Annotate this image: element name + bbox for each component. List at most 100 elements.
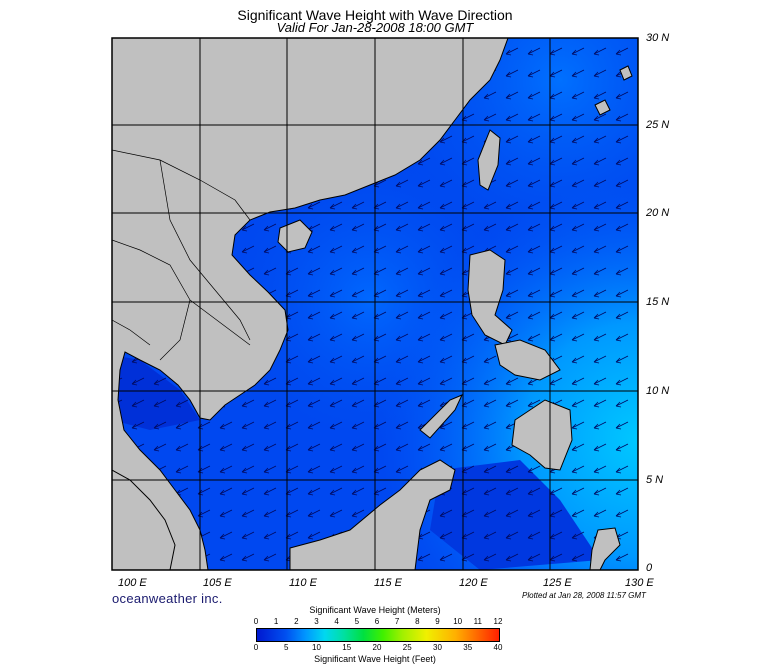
- legend-meter-tick: 11: [473, 617, 482, 626]
- legend-meter-tick: 4: [334, 617, 339, 626]
- wave-arrow: [351, 311, 365, 320]
- wave-arrow: [549, 91, 563, 100]
- wave-arrow: [527, 135, 541, 144]
- wave-arrow: [571, 47, 585, 56]
- wave-arrow: [417, 179, 431, 188]
- wave-arrow: [329, 355, 343, 364]
- wave-arrow: [395, 311, 409, 320]
- wave-arrow: [549, 47, 563, 56]
- wave-arrow: [505, 91, 519, 100]
- wave-arrow: [527, 201, 541, 210]
- wave-arrow: [307, 333, 321, 342]
- wave-arrow: [549, 289, 563, 298]
- wave-arrow: [307, 399, 321, 408]
- wave-arrow: [505, 487, 519, 496]
- wave-arrow: [593, 245, 607, 254]
- wave-arrow: [329, 465, 343, 474]
- wave-arrow: [439, 289, 453, 298]
- wave-arrow: [263, 377, 277, 386]
- wave-arrow: [615, 355, 629, 364]
- wave-arrow: [395, 355, 409, 364]
- lon-label-125e: 125 E: [543, 577, 572, 589]
- wave-arrow: [483, 223, 497, 232]
- taiwan-island: [477, 129, 501, 191]
- plotted-timestamp: Plotted at Jan 28, 2008 11:57 GMT: [522, 591, 646, 600]
- wave-arrow: [527, 69, 541, 78]
- wave-arrow: [571, 311, 585, 320]
- lon-label-130e: 130 E: [625, 577, 654, 589]
- wave-arrow: [571, 267, 585, 276]
- wave-arrow: [615, 179, 629, 188]
- lat-label-10n: 10 N: [646, 385, 670, 397]
- wave-arrow: [615, 443, 629, 452]
- oceanweather-logo: oceanweather inc.: [112, 591, 223, 606]
- wave-arrow: [417, 223, 431, 232]
- wave-arrow: [527, 267, 541, 276]
- wave-arrow: [351, 223, 365, 232]
- wave-arrow: [483, 553, 497, 562]
- wave-arrow: [505, 245, 519, 254]
- wave-arrow: [307, 355, 321, 364]
- malay-peninsula: [112, 469, 176, 570]
- wave-arrow: [505, 135, 519, 144]
- legend-meter-tick: 0: [253, 617, 259, 626]
- wave-arrow: [615, 465, 629, 474]
- wave-arrow: [241, 399, 255, 408]
- wave-arrow: [395, 333, 409, 342]
- wave-arrow: [505, 223, 519, 232]
- wave-arrow: [417, 267, 431, 276]
- wave-arrow: [527, 487, 541, 496]
- wave-arrow: [153, 421, 167, 430]
- wave-arrow: [615, 157, 629, 166]
- palawan-island: [419, 394, 463, 439]
- wave-arrow: [307, 289, 321, 298]
- wave-arrow: [571, 553, 585, 562]
- wave-arrow: [527, 223, 541, 232]
- wave-arrow: [263, 465, 277, 474]
- wave-arrow: [439, 157, 453, 166]
- wave-arrow: [571, 333, 585, 342]
- wave-arrow: [571, 157, 585, 166]
- wave-arrow: [593, 201, 607, 210]
- wave-arrow: [395, 223, 409, 232]
- wave-arrow: [439, 553, 453, 562]
- wave-arrow: [439, 311, 453, 320]
- wave-arrow: [219, 531, 233, 540]
- okinawa-island: [619, 65, 633, 81]
- wave-arrow: [615, 333, 629, 342]
- wave-arrow: [329, 399, 343, 408]
- wave-arrow: [263, 509, 277, 518]
- wave-arrow: [505, 157, 519, 166]
- land-masses: [112, 38, 633, 570]
- wave-arrow: [527, 91, 541, 100]
- wave-arrow: [351, 509, 365, 518]
- wave-arrow: [395, 443, 409, 452]
- wave-arrow: [175, 421, 189, 430]
- legend-title-feet: Significant Wave Height (Feet): [314, 654, 436, 664]
- wave-arrow: [505, 377, 519, 386]
- wave-arrow: [527, 179, 541, 188]
- wave-arrow: [241, 509, 255, 518]
- legend-feet-tick: 15: [342, 643, 352, 652]
- wave-arrow: [593, 509, 607, 518]
- wave-arrow: [329, 443, 343, 452]
- wave-arrow: [593, 47, 607, 56]
- lat-label-25n: 25 N: [646, 119, 670, 131]
- wave-arrow: [571, 201, 585, 210]
- wave-arrow: [241, 465, 255, 474]
- wave-arrow: [351, 267, 365, 276]
- wave-arrow: [593, 355, 607, 364]
- wave-arrow: [241, 223, 255, 232]
- wave-arrow: [131, 421, 145, 430]
- wave-arrow: [439, 245, 453, 254]
- wave-arrow: [153, 443, 167, 452]
- lat-label-15n: 15 N: [646, 296, 670, 308]
- wave-arrow: [483, 509, 497, 518]
- wave-arrow: [593, 113, 607, 122]
- wave-arrow: [153, 377, 167, 386]
- wave-arrow: [505, 553, 519, 562]
- wave-arrow: [175, 399, 189, 408]
- wave-arrow: [263, 267, 277, 276]
- wave-arrow: [329, 311, 343, 320]
- wave-arrow: [439, 333, 453, 342]
